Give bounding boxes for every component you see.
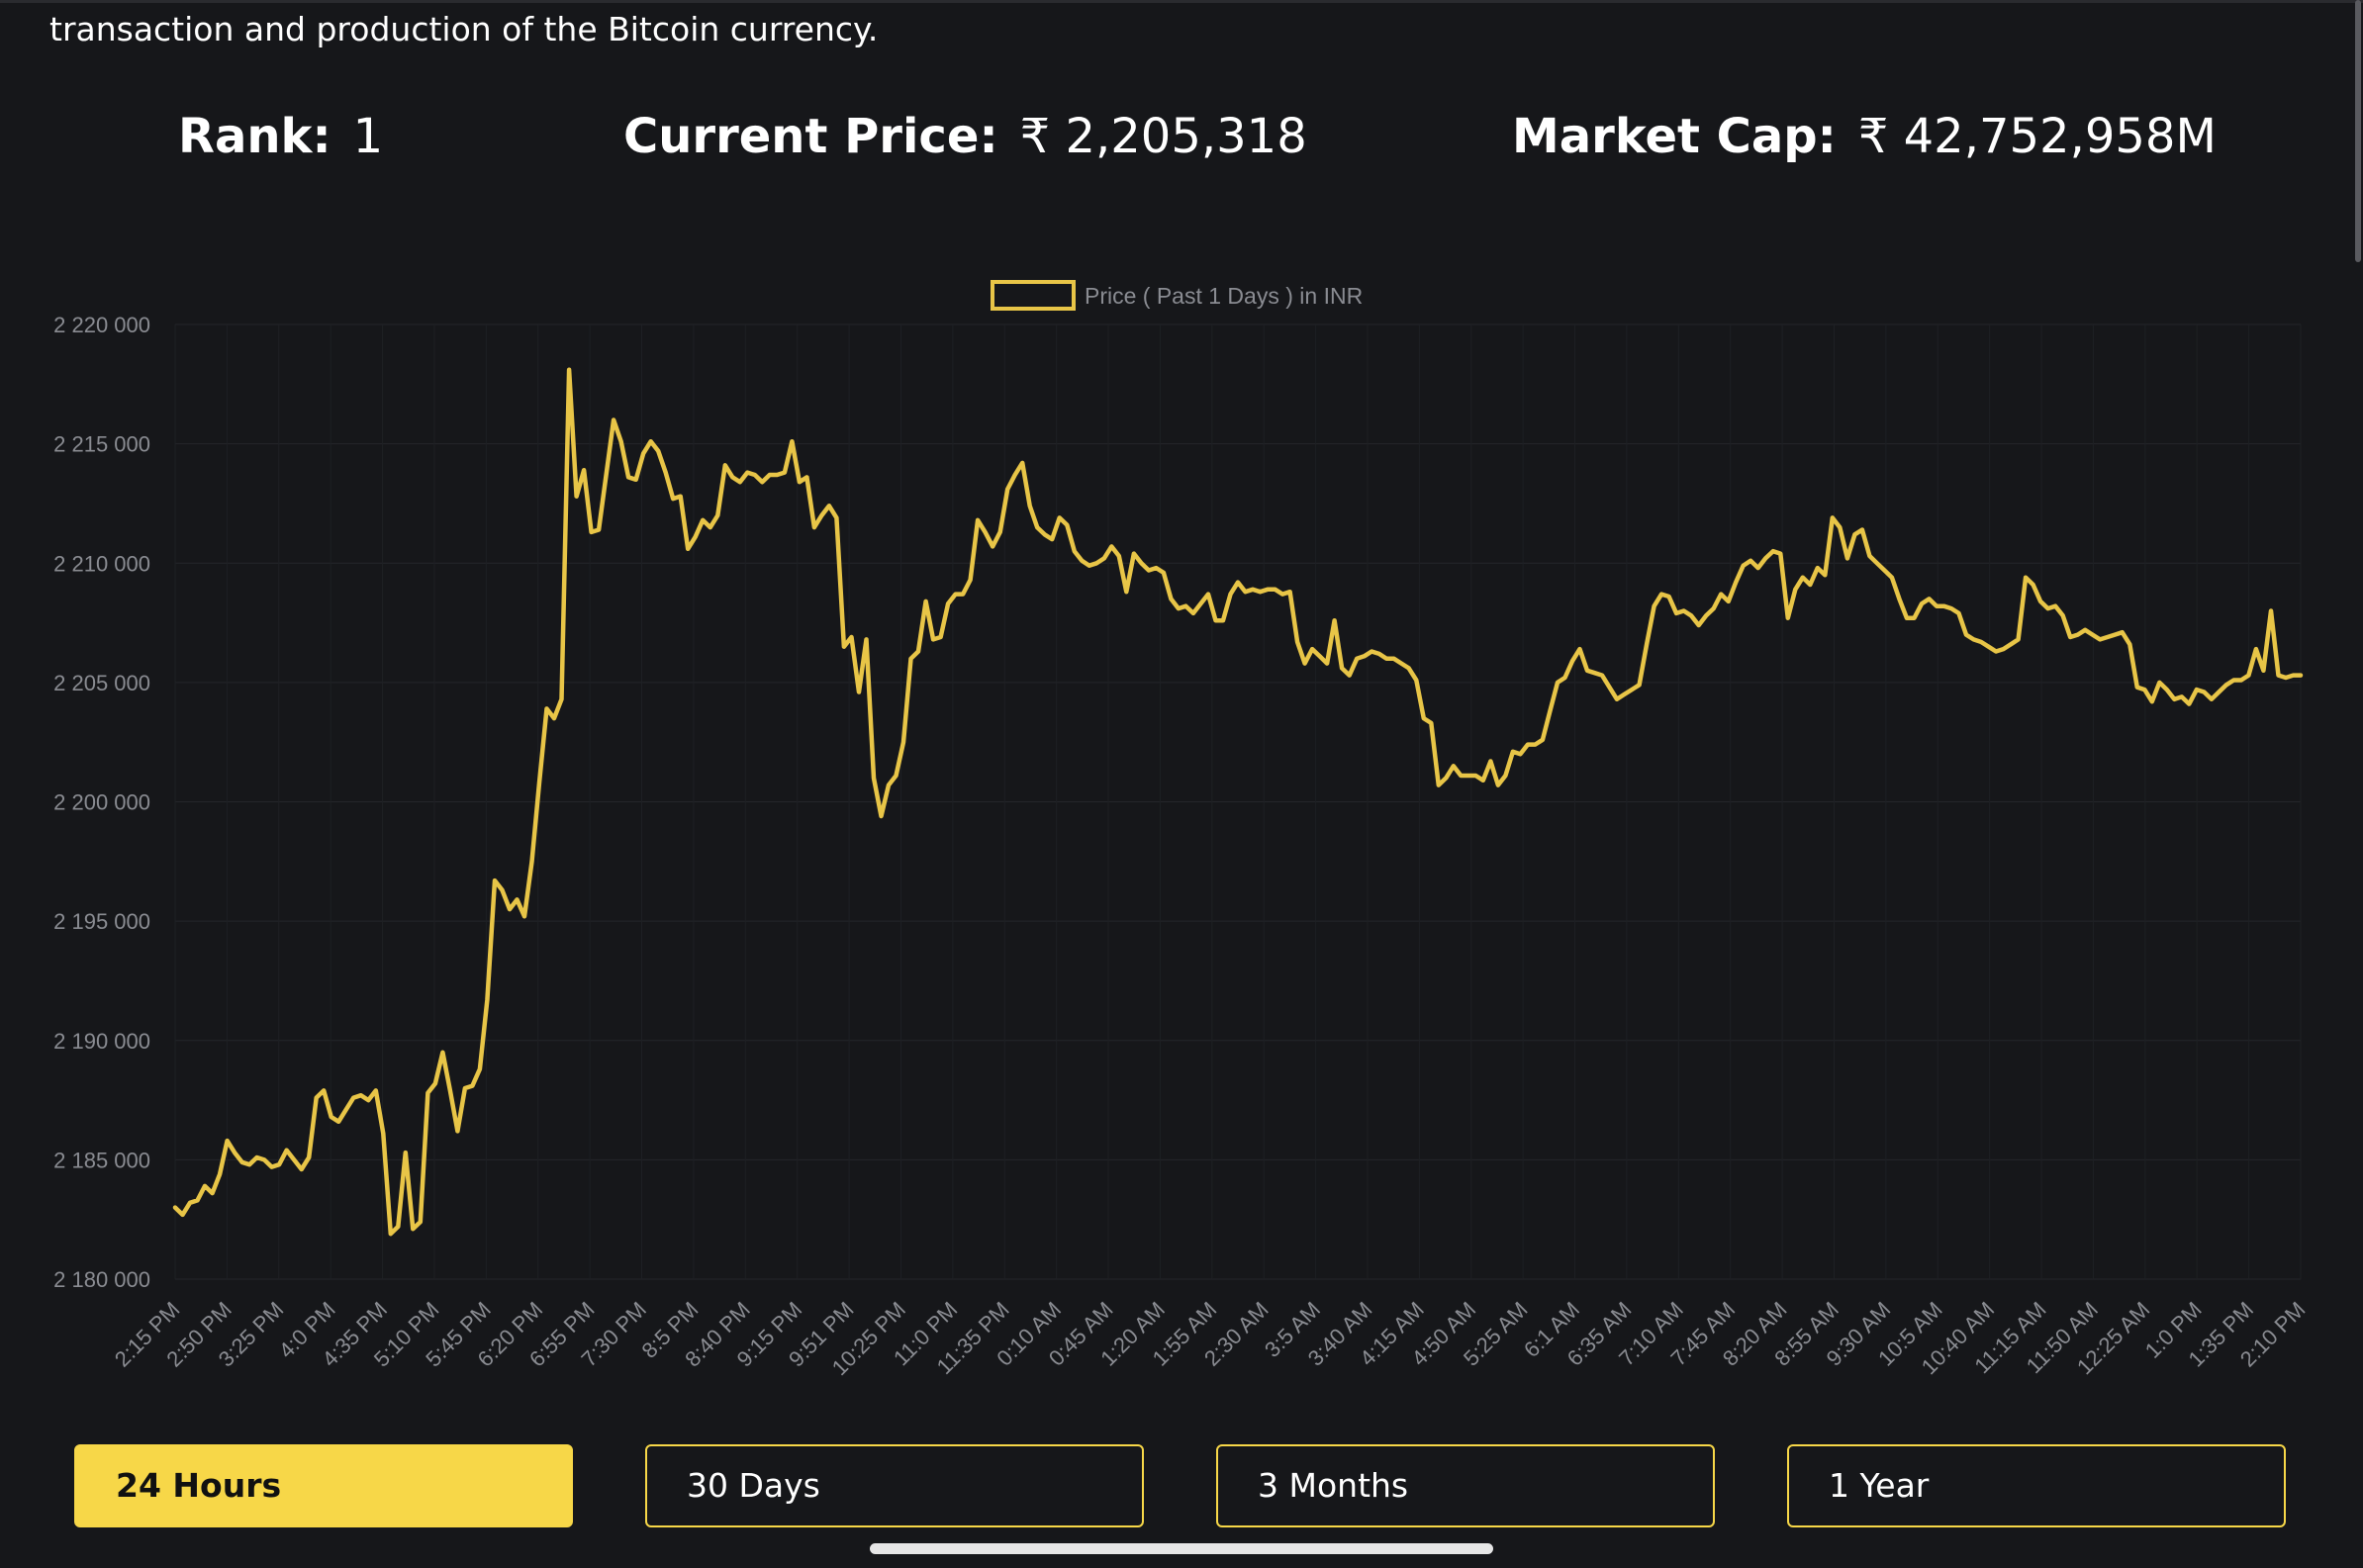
chart-legend[interactable]: Price ( Past 1 Days ) in INR (991, 280, 1363, 311)
market-cap-stat: Market Cap: ₹ 42,752,958M (1512, 109, 2217, 164)
y-tick-label: 2 220 000 (53, 313, 150, 337)
y-tick-label: 2 185 000 (53, 1148, 150, 1172)
rank-label: Rank: (178, 109, 331, 164)
y-tick-label: 2 195 000 (53, 909, 150, 934)
x-axis: 2:15 PM2:50 PM3:25 PM4:0 PM4:35 PM5:10 P… (110, 1297, 2311, 1380)
scrollbar[interactable] (2355, 0, 2361, 262)
y-tick-label: 2 190 000 (53, 1029, 150, 1054)
range-30-days-button[interactable]: 30 Days (645, 1444, 1144, 1527)
current-price-value: ₹ 2,205,318 (1019, 109, 1307, 164)
range-1-year-button[interactable]: 1 Year (1787, 1444, 2286, 1527)
price-line (172, 367, 2304, 1237)
market-cap-label: Market Cap: (1512, 109, 1837, 164)
legend-swatch (991, 280, 1076, 311)
current-price-stat: Current Price: ₹ 2,205,318 (623, 109, 1307, 164)
market-cap-value: ₹ 42,752,958M (1857, 109, 2217, 164)
y-tick-label: 2 210 000 (53, 551, 150, 576)
description-text: transaction and production of the Bitcoi… (49, 10, 879, 48)
chart-grid (174, 323, 2302, 1280)
top-divider (0, 0, 2363, 3)
y-tick-label: 2 180 000 (53, 1267, 150, 1292)
price-chart[interactable]: Price ( Past 1 Days ) in INR 2 220 0002 … (0, 257, 2363, 1415)
legend-label: Price ( Past 1 Days ) in INR (1085, 283, 1363, 309)
current-price-label: Current Price: (623, 109, 998, 164)
home-indicator (870, 1543, 1493, 1554)
range-24-hours-button[interactable]: 24 Hours (74, 1444, 573, 1527)
rank-value: 1 (352, 109, 384, 164)
range-3-months-button[interactable]: 3 Months (1216, 1444, 1715, 1527)
y-tick-label: 2 200 000 (53, 790, 150, 815)
y-tick-label: 2 215 000 (53, 432, 150, 457)
y-axis: 2 220 000 2 215 000 2 210 000 2 205 000 2 20… (53, 313, 150, 1292)
rank-stat: Rank: 1 (178, 109, 383, 164)
y-tick-label: 2 205 000 (53, 671, 150, 695)
